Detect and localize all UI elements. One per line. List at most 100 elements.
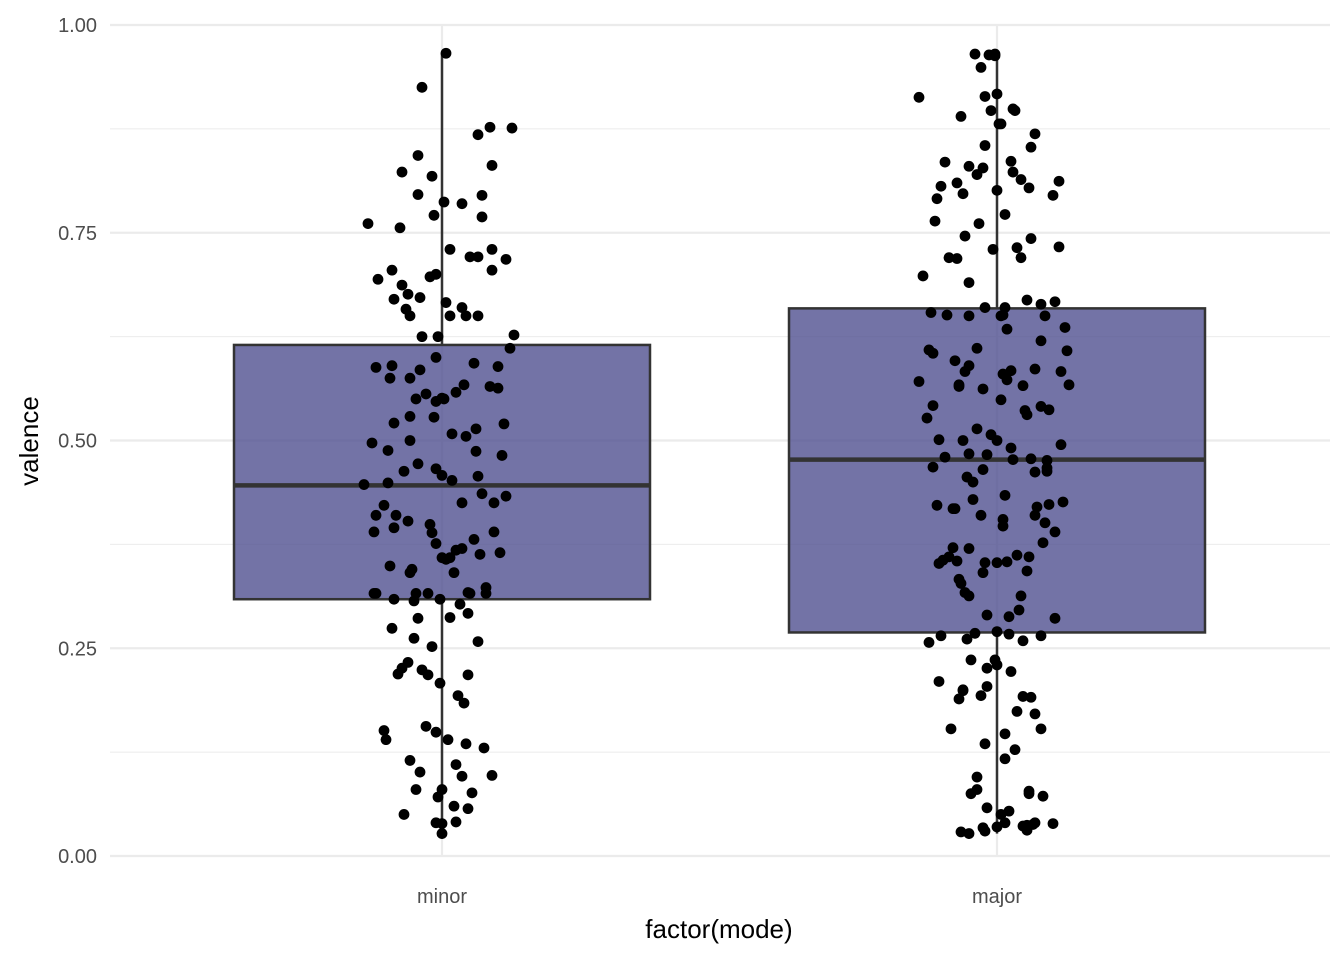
data-point-major [963,277,975,289]
data-point-major [971,771,983,783]
data-point-major [955,111,967,122]
data-point-major [1039,517,1051,529]
data-point-minor [468,533,480,545]
data-point-minor [390,509,402,521]
data-point-minor [450,759,462,770]
data-point-minor [462,669,474,681]
data-point-minor [380,734,392,746]
data-point-minor [450,816,462,828]
data-point-major [997,520,1009,532]
data-point-minor [476,211,488,223]
data-point-minor [444,612,456,623]
data-point-major [959,230,971,242]
x-tick-label-major: major [972,886,1022,908]
data-point-minor [472,129,484,141]
data-point-minor [394,222,406,234]
data-point-minor [408,595,420,607]
data-point-minor [446,428,458,440]
x-axis-tick-labels: minor major [417,886,1022,908]
data-point-major [979,557,991,569]
y-tick-label: 1.00 [58,15,97,37]
data-point-major [977,383,989,395]
data-point-minor [434,677,446,689]
data-point-major [1021,294,1033,306]
y-tick-label: 0.25 [58,638,97,660]
data-point-major [1009,744,1021,756]
data-point-minor [434,593,446,605]
data-point-major [979,302,991,313]
data-point-major [969,48,981,60]
data-point-major [999,817,1011,829]
data-point-major [989,50,1001,62]
data-point-minor [452,690,464,702]
data-point-minor [392,668,404,680]
data-point-major [943,252,955,264]
data-point-major [923,637,935,648]
data-point-major [977,567,989,579]
data-point-minor [404,310,416,322]
data-point-major [1043,499,1055,510]
data-point-minor [504,342,516,354]
data-point-major [927,461,939,473]
data-point-minor [388,293,400,305]
data-point-minor [486,160,498,171]
data-point-major [1053,175,1065,187]
x-axis-title: factor(mode) [645,914,792,944]
data-point-major [963,448,975,460]
data-point-major [1015,252,1027,264]
data-point-major [955,578,967,589]
data-point-minor [472,251,484,263]
data-point-minor [436,828,448,839]
data-point-minor [488,497,500,509]
data-point-minor [474,548,486,560]
data-point-major [971,169,983,180]
data-point-major [1031,501,1043,513]
data-point-minor [384,560,396,572]
data-point-major [1029,509,1041,521]
data-point-major [1061,345,1073,357]
data-point-minor [446,474,458,486]
data-point-minor [430,726,442,738]
data-point-major [961,633,973,645]
data-point-minor [472,470,484,482]
data-point-minor [492,361,504,372]
data-point-minor [456,198,468,210]
data-point-major [973,218,985,230]
data-point-minor [370,509,382,521]
data-point-major [927,347,939,359]
data-point-major [1021,409,1033,421]
data-point-minor [424,271,436,283]
data-point-major [949,355,961,367]
data-point-major [951,177,963,189]
data-point-minor [432,791,444,803]
y-tick-label: 0.75 [58,223,97,245]
data-point-major [935,180,947,192]
data-point-major [955,826,967,838]
data-point-minor [424,519,436,530]
data-point-minor [462,607,474,619]
data-point-minor [450,386,462,398]
data-point-minor [506,122,518,134]
y-axis-tick-labels: 0.00 0.25 0.50 0.75 1.00 [58,15,97,868]
data-point-major [967,494,979,505]
data-point-minor [382,445,394,456]
data-point-major [1035,298,1047,310]
data-point-minor [496,450,508,461]
data-point-major [995,809,1007,820]
data-point-major [1005,442,1017,454]
data-point-minor [460,430,472,442]
data-point-minor [478,742,490,754]
data-point-major [967,476,979,488]
data-point-major [981,802,993,814]
data-point-major [1007,454,1019,466]
data-point-minor [398,809,410,820]
data-point-major [1017,380,1029,392]
data-point-minor [378,499,390,511]
data-point-minor [436,818,448,829]
data-point-major [913,91,925,103]
data-point-minor [442,734,454,746]
data-point-major [963,590,975,602]
data-point-minor [410,393,422,405]
data-point-major [1023,551,1035,563]
data-point-minor [368,526,380,538]
